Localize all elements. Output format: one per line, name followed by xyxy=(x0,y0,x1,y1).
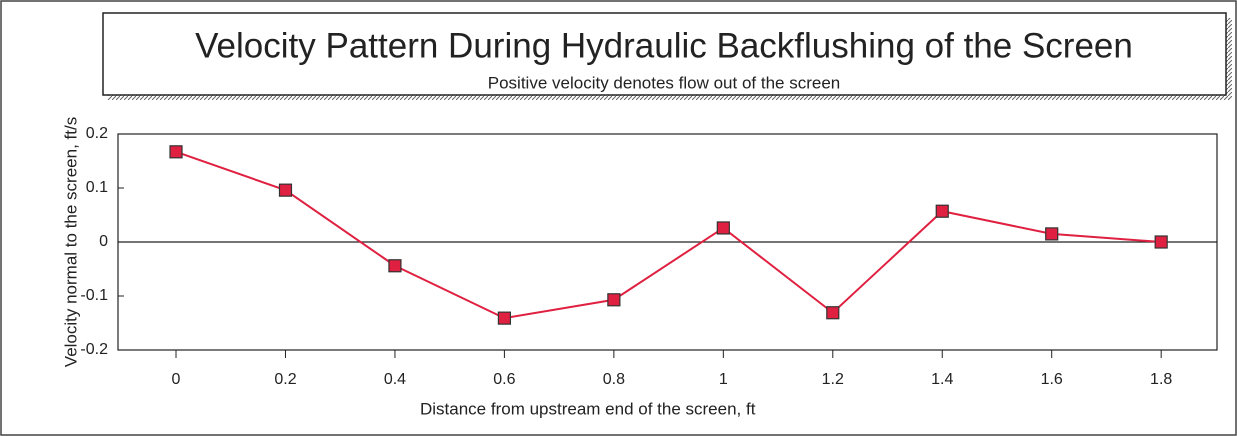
x-tick-label: 1.8 xyxy=(1150,371,1172,388)
x-tick-label: 1.2 xyxy=(822,371,844,388)
marker xyxy=(1045,227,1059,241)
x-tick-label: 0.4 xyxy=(384,371,406,388)
x-axis-label: Distance from upstream end of the screen… xyxy=(420,399,756,418)
marker xyxy=(169,145,183,159)
marker xyxy=(278,183,293,197)
marker xyxy=(935,204,949,218)
title-box xyxy=(102,12,1227,96)
marker xyxy=(607,293,621,307)
x-tick-label: 0.6 xyxy=(493,371,515,388)
y-tick-label: 0.2 xyxy=(86,125,108,142)
x-tick-label: 1 xyxy=(719,371,728,388)
marker xyxy=(716,221,730,235)
chart-title: Velocity Pattern During Hydraulic Backfl… xyxy=(195,26,1133,65)
y-tick-label: -0.1 xyxy=(80,287,108,304)
series-line xyxy=(175,150,1162,320)
marker xyxy=(1154,235,1168,249)
x-tick-label: 0.2 xyxy=(274,371,296,388)
x-tick-label: 0.8 xyxy=(603,371,625,388)
y-tick-label: 0 xyxy=(99,233,108,250)
chart-subtitle: Positive velocity denotes flow out of th… xyxy=(488,73,840,92)
y-tick-label: -0.2 xyxy=(80,341,108,358)
marker xyxy=(497,311,512,325)
marker xyxy=(388,259,402,273)
y-axis-label: Velocity normal to the screen, ft/s xyxy=(61,117,80,367)
y-tick-label: 0.1 xyxy=(86,179,108,196)
x-tick-label: 1.6 xyxy=(1041,371,1063,388)
x-tick-label: 0 xyxy=(172,371,181,388)
x-tick-label: 1.4 xyxy=(931,371,953,388)
marker xyxy=(826,306,840,320)
